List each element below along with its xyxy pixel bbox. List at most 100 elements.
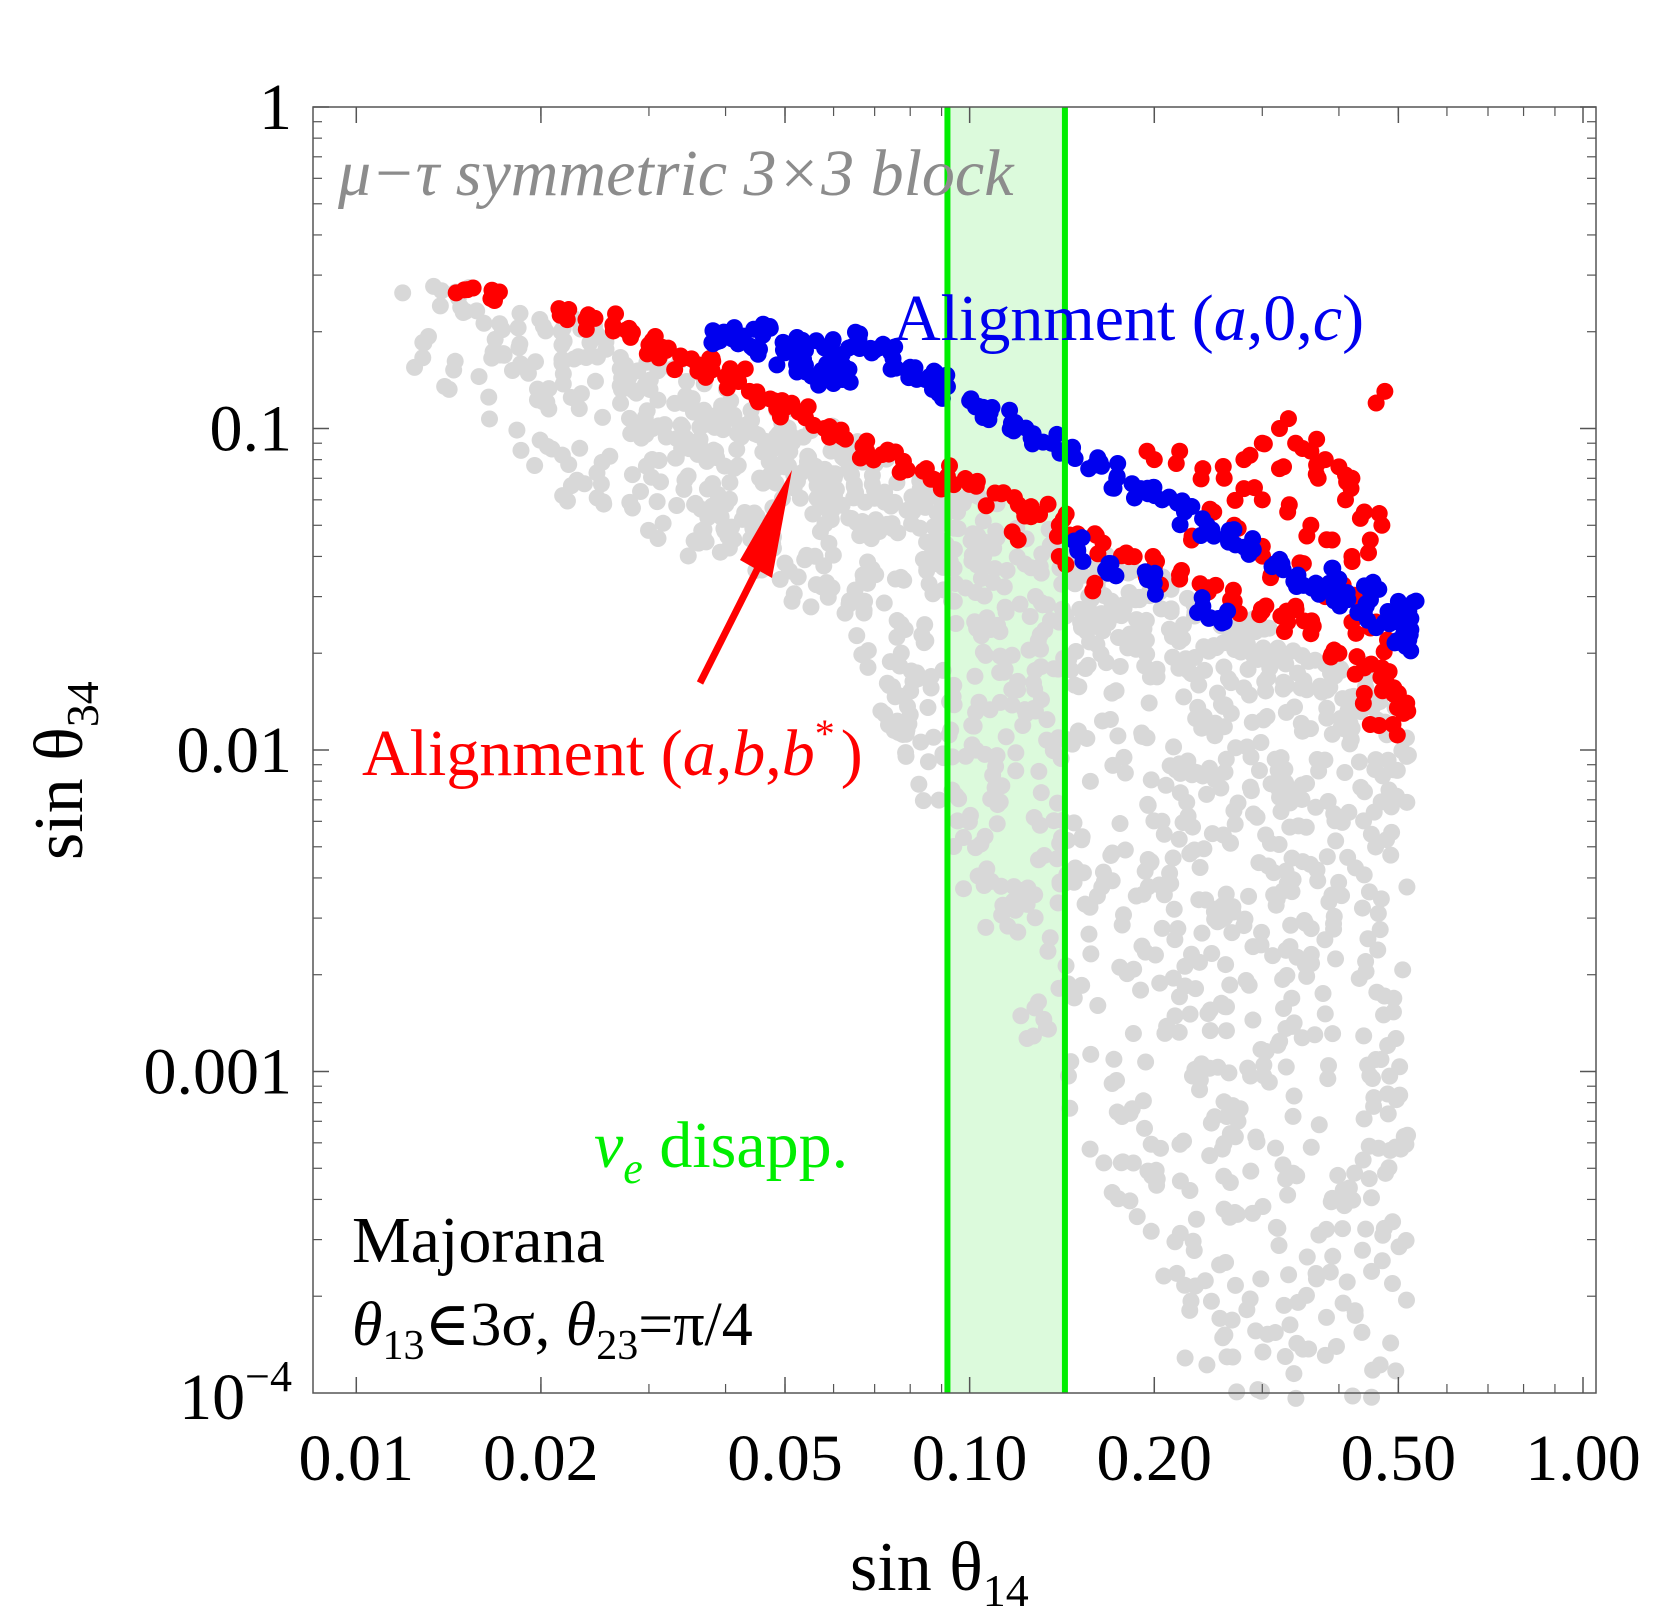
- background-point: [992, 877, 1010, 895]
- blue-point: [788, 356, 806, 374]
- background-point: [1298, 967, 1316, 985]
- background-point: [1136, 1119, 1154, 1137]
- background-point: [892, 568, 910, 586]
- background-point: [1388, 761, 1406, 779]
- background-point: [1065, 989, 1083, 1007]
- background-point: [1285, 1365, 1303, 1383]
- red-point: [1298, 527, 1316, 545]
- background-point: [526, 457, 544, 475]
- background-point: [1156, 1024, 1174, 1042]
- red-point: [1318, 531, 1336, 549]
- background-point: [1104, 756, 1122, 774]
- background-point: [1398, 878, 1416, 896]
- background-point: [1281, 1316, 1299, 1334]
- blue-point: [704, 335, 722, 353]
- background-point: [1261, 834, 1279, 852]
- background-point: [1281, 786, 1299, 804]
- background-point: [1198, 1356, 1216, 1374]
- background-point: [1355, 783, 1373, 801]
- background-point: [981, 701, 999, 719]
- blue-point: [745, 320, 763, 338]
- background-point: [1355, 1110, 1373, 1128]
- background-point: [1264, 947, 1282, 965]
- background-point: [1152, 1139, 1170, 1157]
- background-point: [594, 493, 612, 511]
- background-point: [1229, 794, 1247, 812]
- background-point: [1066, 575, 1084, 593]
- background-point: [1334, 1220, 1352, 1238]
- background-point: [853, 646, 871, 664]
- background-point: [1278, 875, 1296, 893]
- background-point: [1116, 764, 1134, 782]
- background-point: [1165, 900, 1183, 918]
- background-point: [1397, 1291, 1415, 1309]
- red-point: [768, 400, 786, 418]
- background-point: [1319, 678, 1337, 696]
- background-point: [1374, 1226, 1392, 1244]
- background-point: [1171, 1224, 1189, 1242]
- red-series: [447, 279, 1417, 744]
- background-point: [1339, 702, 1357, 720]
- background-point: [656, 416, 674, 434]
- blue-point: [1125, 489, 1143, 507]
- background-point: [1397, 1231, 1415, 1249]
- background-point: [1170, 988, 1188, 1006]
- background-point: [1398, 793, 1416, 811]
- background-point: [1292, 714, 1310, 732]
- background-point: [1260, 1073, 1278, 1091]
- blue-point: [980, 411, 998, 429]
- background-point: [594, 408, 612, 426]
- background-point: [1190, 891, 1208, 909]
- background-point: [625, 382, 643, 400]
- background-point: [930, 791, 948, 809]
- background-point: [1363, 1262, 1381, 1280]
- background-point: [974, 512, 992, 530]
- background-point: [1314, 984, 1332, 1002]
- background-point: [1137, 1053, 1155, 1071]
- x-tick-label: 0.10: [912, 1422, 1028, 1495]
- background-point: [623, 466, 641, 484]
- blue-point: [916, 370, 934, 388]
- background-point: [908, 664, 926, 682]
- red-point: [623, 324, 641, 342]
- background-point: [1335, 720, 1353, 738]
- background-point: [1242, 1162, 1260, 1180]
- background-point: [569, 348, 587, 366]
- background-point: [1142, 771, 1160, 789]
- blue-point: [1407, 592, 1425, 610]
- background-point: [1253, 923, 1271, 941]
- background-point: [1183, 1067, 1201, 1085]
- red-point: [1086, 525, 1104, 543]
- background-point: [1026, 909, 1044, 927]
- background-point: [1224, 903, 1242, 921]
- background-point: [876, 483, 894, 501]
- background-point: [1281, 938, 1299, 956]
- background-point: [1277, 1058, 1295, 1076]
- background-point: [1293, 1029, 1311, 1047]
- background-point: [1321, 1263, 1339, 1281]
- background-point: [954, 494, 972, 512]
- red-point: [1138, 442, 1156, 460]
- red-point: [1192, 470, 1210, 488]
- background-point: [1298, 774, 1316, 792]
- background-point: [1365, 1097, 1383, 1115]
- background-point: [1307, 1270, 1325, 1288]
- background-point: [1324, 1025, 1342, 1043]
- background-point: [1371, 1356, 1389, 1374]
- background-point: [1103, 1184, 1121, 1202]
- background-point: [1157, 776, 1175, 794]
- background-point: [1041, 929, 1059, 947]
- background-point: [415, 334, 433, 352]
- background-point: [1007, 762, 1025, 780]
- background-point: [1236, 635, 1254, 653]
- red-point: [1005, 489, 1023, 507]
- background-point: [1076, 660, 1094, 678]
- background-point: [672, 416, 690, 434]
- background-point: [1201, 1147, 1219, 1165]
- background-point: [928, 518, 946, 536]
- background-point: [1109, 727, 1127, 745]
- background-point: [1212, 696, 1230, 714]
- background-point: [1021, 608, 1039, 626]
- background-point: [1138, 645, 1156, 663]
- blue-point: [1001, 401, 1019, 419]
